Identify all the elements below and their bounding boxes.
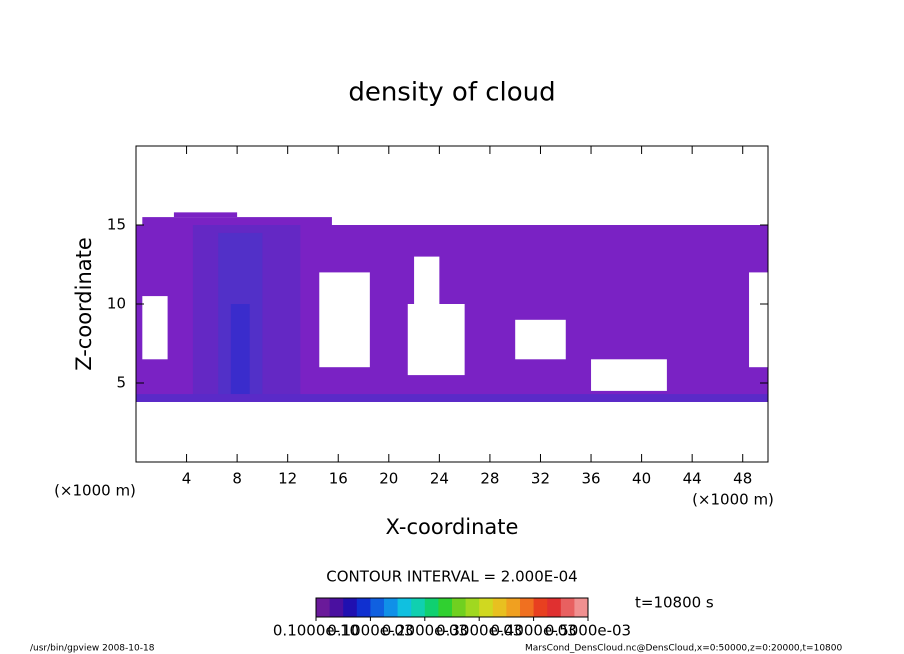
colorbar-cell (356, 598, 371, 617)
colorbar-label: 0.3000e-03 (436, 622, 522, 640)
x-tick-label: 8 (232, 470, 242, 488)
colorbar-cell (492, 598, 507, 617)
colorbar-cell (411, 598, 426, 617)
contour-region (136, 394, 768, 402)
contour-interval: CONTOUR INTERVAL = 2.000E-04 (326, 568, 577, 586)
contour-region (407, 304, 465, 376)
contour-region (515, 319, 566, 360)
colorbar-cell (547, 598, 562, 617)
y-tick-label: 5 (116, 374, 126, 392)
contour-region (142, 217, 332, 225)
colorbar-cell (343, 598, 358, 617)
x-tick-label: 48 (733, 470, 752, 488)
colorbar-frame (315, 597, 589, 618)
contour-region (173, 212, 238, 218)
colorbar-cell (506, 598, 521, 617)
contour-region (319, 272, 370, 368)
contour-region (749, 272, 768, 368)
colorbar-cell (465, 598, 480, 617)
contour-field (136, 212, 768, 402)
colorbar-label: 0.1000e-03 (327, 622, 413, 640)
x-tick-label: 16 (329, 470, 348, 488)
colorbar-cell (560, 598, 575, 617)
x-tick-label: 4 (182, 470, 192, 488)
colorbar-cell (370, 598, 385, 617)
x-tick-label: 36 (581, 470, 600, 488)
colorbar-cell (329, 598, 344, 617)
contour-region (591, 359, 667, 391)
x-tick-label: 28 (480, 470, 499, 488)
x-tick-label: 32 (531, 470, 550, 488)
colorbar-label: 0.2000e-03 (382, 622, 468, 640)
contour-region (142, 296, 168, 360)
colorbar-cell (452, 598, 467, 617)
x-tick-label: 12 (278, 470, 297, 488)
colorbar-cell (424, 598, 439, 617)
y-tick-label: 15 (107, 216, 126, 234)
x-axis-label: X-coordinate (386, 515, 519, 539)
footer-right: MarsCond_DensCloud.nc@DensCloud,x=0:5000… (525, 644, 842, 654)
colorbar-cell (574, 598, 589, 617)
colorbar-cell (316, 598, 331, 617)
colorbar-cell (438, 598, 453, 617)
x-tick-label: 24 (430, 470, 449, 488)
time-label: t=10800 s (635, 594, 714, 612)
colorbar-label: 0.4000e-03 (490, 622, 576, 640)
y-tick-label: 10 (107, 295, 126, 313)
colorbar-cell (479, 598, 494, 617)
colorbar-cell (520, 598, 535, 617)
colorbar-cell (384, 598, 399, 617)
colorbar-label: 0.5000e-03 (545, 622, 631, 640)
colorbar-cell (397, 598, 412, 617)
footer-left: /usr/bin/gpview 2008-10-18 (30, 644, 155, 654)
colorbar-cell (533, 598, 548, 617)
colorbar-label: 0.1000e-10 (273, 622, 359, 640)
x-tick-label: 40 (632, 470, 651, 488)
y-unit: (×1000 m) (54, 482, 136, 500)
x-tick-label: 44 (683, 470, 702, 488)
chart-title: density of cloud (348, 78, 555, 108)
x-unit: (×1000 m) (692, 491, 774, 509)
y-axis-label: Z-coordinate (72, 237, 96, 371)
x-tick-label: 20 (379, 470, 398, 488)
contour-region (230, 304, 250, 399)
